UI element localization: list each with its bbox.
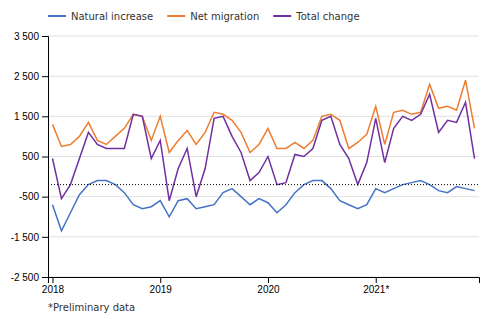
x-tick-label: 2020 <box>257 284 280 295</box>
grid-line <box>48 156 479 157</box>
x-tick-mark <box>52 277 53 283</box>
legend-label: Natural increase <box>71 11 153 22</box>
legend: Natural increase Net migration Total chang… <box>48 11 360 22</box>
y-tick: 2 500 <box>14 71 48 82</box>
y-tick: 3 500 <box>14 31 48 42</box>
y-tick: -1 500 <box>11 232 48 243</box>
legend-item: Natural increase <box>48 11 153 22</box>
marks <box>48 80 479 231</box>
series-line <box>52 181 474 231</box>
grid-line <box>48 116 479 117</box>
grid-line <box>48 36 479 37</box>
y-tick-label: 3 500 <box>14 31 39 42</box>
x-tick: 2019 <box>150 277 173 295</box>
y-tick-mark <box>42 76 48 77</box>
y-axis: -2 500 -1 500 -500 500 1 500 2 500 3 500 <box>11 31 49 283</box>
x-tick-mark <box>268 277 269 283</box>
y-axis-line <box>42 37 49 278</box>
legend-swatch <box>167 15 185 17</box>
y-tick-label: -2 500 <box>11 272 40 283</box>
y-tick: 500 <box>22 151 48 162</box>
legend-label: Net migration <box>190 11 259 22</box>
footnote: *Preliminary data <box>48 302 135 313</box>
chart: -2 500-1 500-5005001 5002 5003 500201820… <box>0 0 491 319</box>
y-tick-mark <box>42 36 48 37</box>
reference-line <box>48 184 479 185</box>
x-tick-label: 2019 <box>150 284 173 295</box>
legend-label: Total change <box>295 11 359 22</box>
legend-swatch <box>48 15 66 17</box>
y-tick-mark <box>42 277 48 278</box>
x-tick: 2018 <box>42 277 65 295</box>
x-tick: 2020 <box>257 277 280 295</box>
y-tick-label: 1 500 <box>14 111 39 122</box>
y-tick: -500 <box>19 191 48 202</box>
x-tick-mark <box>160 277 161 283</box>
x-axis-line <box>49 278 480 284</box>
y-tick-label: 2 500 <box>14 71 39 82</box>
y-tick: -2 500 <box>11 272 48 283</box>
legend-swatch <box>273 15 291 17</box>
y-tick-label: -500 <box>19 191 39 202</box>
grid-line <box>48 76 479 77</box>
y-tick-mark <box>42 157 48 158</box>
x-tick-label: 2021* <box>363 284 389 295</box>
y-tick-mark <box>42 237 48 238</box>
y-tick-mark <box>42 197 48 198</box>
y-tick-label: -1 500 <box>11 232 40 243</box>
y-tick: 1 500 <box>14 111 48 122</box>
x-tick-mark <box>376 277 377 283</box>
grid-line <box>48 236 479 237</box>
grid-line <box>48 196 479 197</box>
grid <box>48 36 479 277</box>
y-tick-label: 500 <box>22 151 39 162</box>
legend-item: Net migration <box>167 11 259 22</box>
y-tick-mark <box>42 116 48 117</box>
plot: -2 500-1 500-5005001 5002 5003 500201820… <box>11 31 480 295</box>
legend-item: Total change <box>273 11 359 22</box>
series-line <box>52 80 474 152</box>
x-tick-label: 2018 <box>42 284 65 295</box>
x-tick: 2021* <box>363 277 389 295</box>
x-axis: 2018 2019 2020 2021* <box>42 277 480 295</box>
